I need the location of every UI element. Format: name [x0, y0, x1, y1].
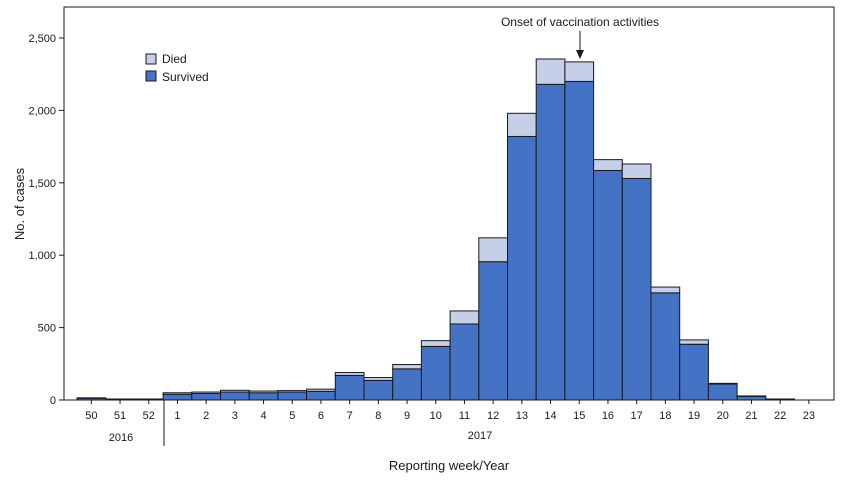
legend-label-survived: Survived: [162, 70, 209, 84]
bar-died-week-9: [392, 364, 422, 370]
annotation-arrow-head: [576, 50, 584, 59]
year-label-2016: 2016: [109, 432, 133, 444]
legend: Died Survived: [145, 52, 209, 84]
bar-died-week-17: [621, 163, 652, 179]
bar-survived-week-4: [248, 392, 279, 401]
y-tick-label: 0: [50, 395, 56, 407]
x-tick-label-week-14: 14: [544, 410, 556, 422]
bar-died-week-16: [593, 159, 623, 171]
legend-swatch-died: [145, 53, 157, 65]
legend-swatch-survived: [145, 70, 157, 82]
y-tick-label: 2,000: [28, 105, 56, 117]
bar-died-week-4: [248, 390, 279, 394]
x-tick-label-week-4: 4: [260, 410, 266, 422]
bar-survived-week-15: [564, 80, 595, 401]
x-tick-label-week-3: 3: [232, 410, 238, 422]
bar-survived-week-17: [621, 177, 652, 401]
x-tick-label-week-5: 5: [289, 410, 295, 422]
bar-died-week-12: [478, 237, 508, 263]
bar-survived-week-8: [363, 379, 394, 401]
bar-died-week-6: [306, 388, 336, 392]
x-tick-label-week-19: 19: [688, 410, 700, 422]
legend-label-died: Died: [162, 52, 187, 66]
bar-died-week-3: [220, 389, 250, 393]
x-tick-label-week-6: 6: [318, 410, 324, 422]
x-tick-label-week-8: 8: [375, 410, 381, 422]
y-axis-title: No. of cases: [12, 167, 27, 240]
year-label-2017: 2017: [468, 430, 492, 442]
bar-survived-week-16: [593, 169, 623, 401]
bar-survived-week-7: [334, 374, 365, 401]
bar-died-week-7: [334, 371, 365, 376]
bar-survived-week-21: [736, 395, 767, 401]
bar-died-week-11: [449, 310, 480, 325]
x-tick-label-week-7: 7: [347, 410, 353, 422]
x-tick-label-week-23: 23: [803, 410, 815, 422]
bar-died-week-13: [507, 112, 537, 137]
x-tick-label-week-51: 51: [114, 410, 126, 422]
annotation-text: Onset of vaccination activities: [501, 15, 659, 29]
x-tick-label-week-21: 21: [745, 410, 757, 422]
x-tick-label-week-11: 11: [459, 410, 470, 422]
y-tick-label: 500: [38, 323, 56, 335]
bar-survived-week-12: [478, 261, 508, 401]
x-tick-label-week-2: 2: [203, 410, 209, 422]
bar-survived-week-1: [162, 393, 193, 401]
bar-survived-week-11: [449, 323, 480, 401]
bar-survived-week-10: [420, 345, 451, 401]
bar-survived-week-6: [306, 390, 336, 401]
bar-died-week-2: [191, 391, 222, 394]
y-axis: 0 500 1,000 1,500 2,000 2,500: [28, 33, 64, 407]
bar-died-week-19: [679, 339, 709, 345]
bar-survived-week-14: [535, 83, 566, 401]
x-tick-label-week-50: 50: [85, 410, 97, 422]
bar-died-week-10: [420, 340, 451, 347]
y-tick-label: 1,000: [28, 250, 56, 262]
vaccination-annotation: Onset of vaccination activities: [501, 15, 659, 59]
bars-group: [76, 58, 795, 401]
x-tick-label-week-1: 1: [174, 410, 180, 422]
bar-survived-week-2: [191, 392, 222, 401]
bar-survived-week-19: [679, 343, 709, 401]
x-tick-label-week-17: 17: [631, 410, 643, 422]
bar-died-week-1: [162, 392, 193, 395]
x-tick-label-week-20: 20: [717, 410, 729, 422]
bar-died-week-5: [277, 390, 308, 393]
x-tick-label-week-22: 22: [774, 410, 786, 422]
bar-survived-week-3: [220, 391, 250, 401]
x-tick-label-week-9: 9: [404, 410, 410, 422]
x-tick-label-week-18: 18: [659, 410, 671, 422]
bar-died-week-15: [564, 61, 595, 82]
bar-died-week-8: [363, 377, 394, 381]
bar-survived-week-5: [277, 391, 308, 401]
x-tick-label-week-12: 12: [487, 410, 499, 422]
bar-died-week-20: [707, 382, 738, 385]
x-tick-label-week-15: 15: [573, 410, 585, 422]
bar-survived-week-9: [392, 368, 422, 401]
x-tick-label-week-13: 13: [516, 410, 528, 422]
x-tick-label-week-16: 16: [602, 410, 614, 422]
x-tick-label-week-52: 52: [143, 410, 155, 422]
bar-survived-week-13: [507, 135, 537, 401]
y-tick-label: 1,500: [28, 178, 56, 190]
x-axis-title: Reporting week/Year: [389, 458, 510, 473]
bar-died-week-18: [650, 286, 681, 294]
y-tick-label: 2,500: [28, 33, 56, 45]
bar-survived-week-18: [650, 292, 681, 401]
bar-died-week-14: [535, 58, 566, 85]
x-axis: 50 51 52 1 2 3 4 5 6 7 8 9 10 11 12 13 14 15 16 17 18 19 20 21 2…: [85, 400, 815, 422]
bar-survived-week-20: [707, 383, 738, 401]
x-tick-label-week-10: 10: [430, 410, 442, 422]
